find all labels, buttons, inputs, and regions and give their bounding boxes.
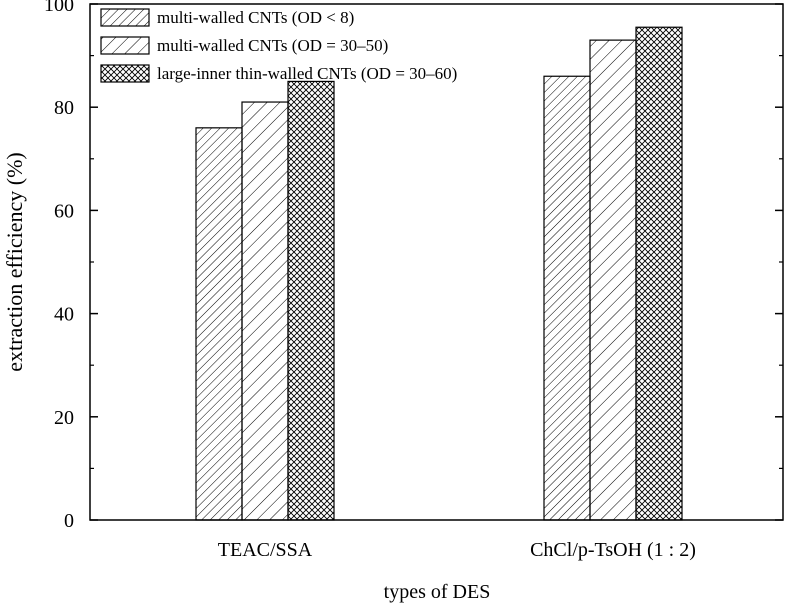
bar-teac-ssa-series-2 bbox=[241, 101, 289, 521]
legend-swatch-2 bbox=[100, 36, 150, 55]
y-tick-label: 40 bbox=[54, 304, 74, 326]
bar-teac-ssa-series-3 bbox=[287, 80, 335, 521]
legend-label-2: multi-walled CNTs (OD = 30–50) bbox=[157, 36, 388, 55]
y-tick-label: 80 bbox=[54, 97, 74, 119]
legend-swatch-3 bbox=[100, 64, 150, 83]
y-tick-label: 0 bbox=[64, 510, 74, 532]
y-tick-label: 100 bbox=[44, 0, 74, 16]
x-axis-title: types of DES bbox=[384, 581, 491, 603]
bar-teac-ssa-series-1 bbox=[195, 127, 243, 521]
y-tick-label: 60 bbox=[54, 200, 74, 222]
x-axis: TEAC/SSA ChCl/p-TsOH (1 : 2) bbox=[218, 539, 696, 561]
bars-layer bbox=[195, 26, 683, 521]
y-axis: 0 20 40 60 80 100 bbox=[44, 0, 783, 532]
legend-label-1: multi-walled CNTs (OD < 8) bbox=[157, 8, 354, 27]
y-axis-title: extraction efficiency (%) bbox=[2, 152, 27, 371]
bar-chcl-p-tsoh-1-2-series-2 bbox=[589, 39, 637, 521]
y-tick-label: 20 bbox=[54, 407, 74, 429]
legend-swatch-1 bbox=[100, 8, 150, 27]
bar-chcl-p-tsoh-1-2-series-3 bbox=[635, 26, 683, 521]
legend-label-3: large-inner thin-walled CNTs (OD = 30–60… bbox=[157, 64, 457, 83]
bar-chcl-p-tsoh-1-2-series-1 bbox=[543, 75, 591, 521]
legend: multi-walled CNTs (OD < 8) multi-walled C… bbox=[100, 8, 457, 83]
x-tick-label-chcl-p-tsoh-1-2: ChCl/p-TsOH (1 : 2) bbox=[530, 539, 696, 561]
x-tick-label-teac-ssa: TEAC/SSA bbox=[218, 539, 313, 561]
